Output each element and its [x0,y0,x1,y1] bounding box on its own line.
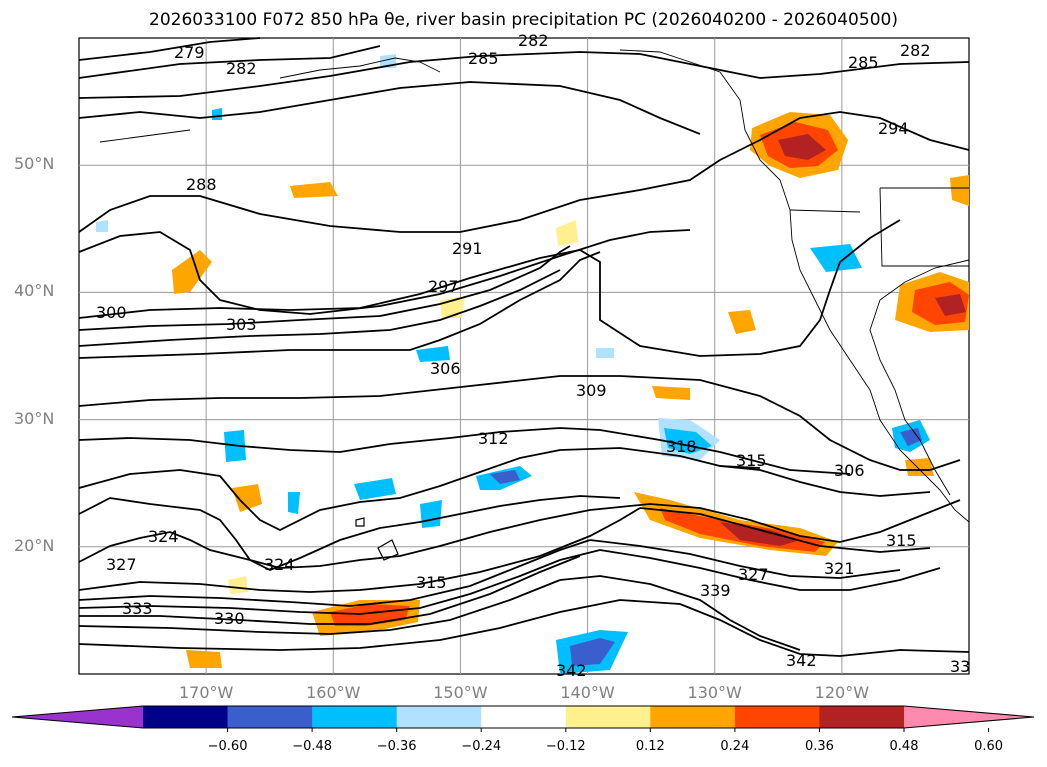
contour-label: 291 [452,239,483,258]
precip-patch-california [895,272,969,332]
longitude-label: 160°W [306,683,361,702]
longitude-label: 170°W [178,683,234,702]
contour-label: 282 [900,41,931,60]
longitude-label: 130°W [687,683,742,702]
contour-label: 324 [264,555,295,574]
latitude-label: 50°N [14,154,55,174]
contour-label: 300 [96,303,127,322]
contour-label: 312 [478,429,509,448]
colorbar-tick-label: −0.24 [461,739,502,754]
contour-label: 327 [738,565,769,584]
contour-label: 33 [950,657,970,676]
contour-label: 297 [428,277,459,296]
colorbar-swatch [650,706,736,728]
contour-label: 315 [886,531,917,550]
colorbar-outline [11,705,1035,729]
colorbar-tick-label: −0.36 [376,739,417,754]
colorbar-swatch [143,706,229,728]
colorbar-tick-label: −0.12 [545,739,586,754]
contour-label: 294 [878,119,909,138]
contour-label: 321 [824,559,855,578]
colorbar-tick-label: 0.12 [635,739,665,754]
contour-label: 333 [122,599,153,618]
colorbar-swatch [481,706,567,728]
contour-label: 303 [226,315,257,334]
longitude-label: 140°W [560,683,615,702]
precip-shading [96,54,969,674]
contour-label: 309 [576,381,607,400]
contour-label: 285 [468,49,499,68]
contour-label: 282 [518,31,549,50]
colorbar-tick-label: 0.24 [720,739,750,754]
colorbar-swatch [312,706,398,728]
contour-label: 279 [174,43,205,62]
contour-label: 285 [848,53,879,72]
colorbar-tick-label: 0.60 [974,739,1004,754]
contour-label: 288 [186,175,217,194]
contour-label: 318 [666,437,697,456]
latitude-label: 20°N [14,535,55,555]
hawaiian-islands [355,517,399,561]
colorbar-tick-label: 0.36 [804,739,834,754]
map-title: 2026033100 F072 850 hPa θe, river basin … [149,10,898,30]
contour-label: 339 [700,581,731,600]
colorbar-tick-label: 0.48 [889,739,919,754]
contour-label: 282 [226,59,257,78]
contour-label: 327 [106,555,137,574]
colorbar-swatch [565,706,651,728]
contour-label: 342 [556,661,587,680]
longitude-label: 150°W [433,683,488,702]
colorbar-extend-low [12,706,143,728]
contour-label: 330 [214,609,245,628]
contour-label: 306 [834,461,865,480]
colorbar-swatch [227,706,313,728]
contour-label: 306 [430,359,461,378]
contour-labels: 279 282 282 282 285 285 294 288 291 297 … [96,31,970,680]
colorbar [11,705,1035,732]
coastlines [99,49,970,523]
colorbar-tick-label: −0.60 [207,739,248,754]
precip-patch-pnw [750,112,848,178]
colorbar-swatch [819,706,905,728]
contour-label: 315 [416,573,447,592]
colorbar-swatch [734,706,820,728]
contour-label: 342 [786,651,817,670]
colorbar-extend-high [904,706,1034,728]
colorbar-tick-label: −0.48 [292,739,333,754]
colorbar-swatch [396,706,482,728]
longitude-label: 120°W [814,683,870,702]
latitude-label: 30°N [14,408,55,428]
theta-e-contours [78,37,970,657]
contour-label: 324 [148,527,179,546]
contour-label: 315 [736,451,767,470]
latitude-label: 40°N [14,281,55,301]
